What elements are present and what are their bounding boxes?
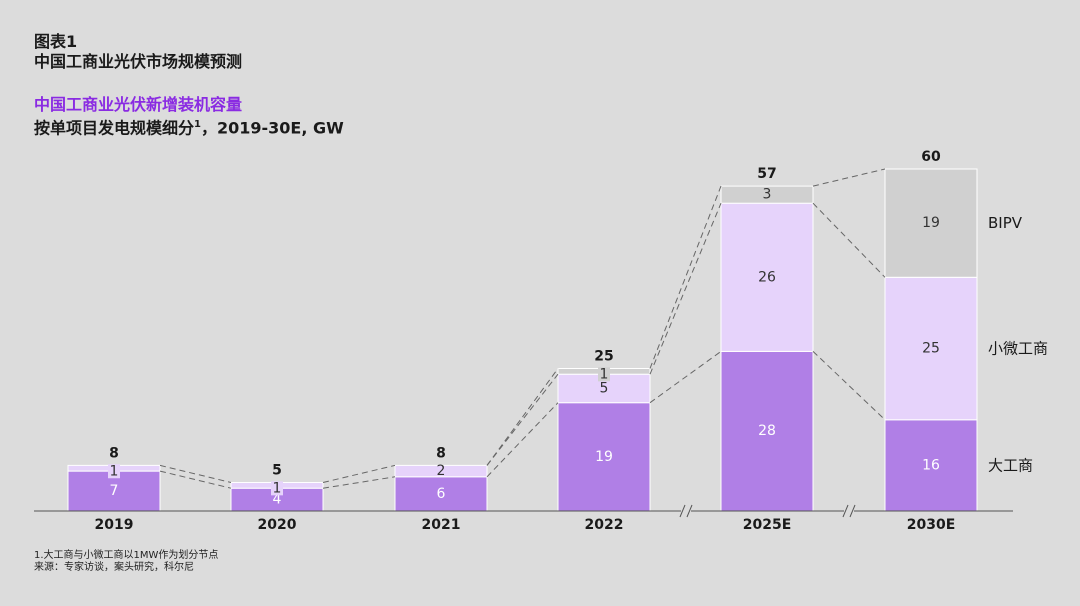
total-label-2030E: 60 — [921, 149, 941, 165]
chart-subtitle: 按单项目发电规模细分1，2019-30E, GW — [34, 115, 344, 138]
connector-line — [486, 373, 559, 466]
connector-line — [812, 202, 886, 278]
legend-label-2: BIPV — [988, 214, 1023, 232]
footnote-note: 1.大工商与小微工商以1MW作为划分节点 — [34, 550, 219, 561]
connector-line — [812, 351, 886, 421]
x-tick-label-2025E: 2025E — [743, 517, 792, 533]
connector-line — [159, 464, 232, 483]
bar-segment-2022-0 — [557, 402, 651, 512]
axis-break-mark — [686, 504, 693, 518]
total-label-2025E: 57 — [757, 166, 776, 182]
total-label-2022: 25 — [594, 349, 613, 365]
value-label-2022-0: 19 — [595, 449, 613, 465]
connector-line — [322, 464, 396, 483]
value-label-2030E-2: 19 — [922, 215, 940, 231]
bar-segment-2030E-0 — [884, 419, 978, 512]
figure-label: 图表1 — [34, 32, 78, 51]
connector-line — [812, 168, 886, 187]
bar-segment-2025E-0 — [720, 350, 814, 512]
footnote-source: 来源：专家访谈，案头研究，科尔尼 — [34, 562, 194, 573]
legend-label-1: 小微工商 — [988, 340, 1048, 358]
connector-line — [486, 402, 559, 478]
x-tick-label-2030E: 2030E — [907, 517, 956, 533]
value-label-2030E-0: 16 — [922, 457, 940, 473]
x-tick-label-2020: 2020 — [258, 517, 297, 533]
value-label-bg — [108, 464, 120, 479]
value-label-bg — [598, 367, 610, 382]
chart-title: 中国工商业光伏新增装机容量 — [34, 95, 243, 114]
figure-title: 中国工商业光伏市场规模预测 — [34, 52, 243, 71]
value-label-2021-0: 6 — [437, 486, 446, 502]
total-label-2020: 5 — [272, 463, 282, 479]
total-label-2021: 8 — [436, 445, 446, 461]
subtitle-main: 按单项目发电规模细分 — [34, 118, 195, 138]
legend-label-0: 大工商 — [988, 456, 1033, 474]
connector-line — [649, 203, 722, 375]
value-label-2022-1: 5 — [600, 380, 609, 396]
x-tick-label-2019: 2019 — [95, 517, 134, 533]
axis-break-gap — [681, 505, 691, 517]
value-label-2019-1: 1 — [110, 463, 119, 479]
x-tick-label-2021: 2021 — [422, 517, 461, 533]
axis-break-mark — [842, 504, 849, 518]
connector-line — [159, 470, 232, 489]
bar-segment-2030E-1 — [884, 276, 978, 421]
value-label-2025E-2: 3 — [763, 187, 772, 203]
connector-line — [649, 350, 722, 404]
value-label-2025E-0: 28 — [758, 423, 776, 439]
subtitle-tail: ，2019-30E, GW — [200, 118, 344, 138]
bar-segment-2025E-1 — [720, 202, 814, 352]
bar-segment-2021-0 — [394, 476, 488, 512]
subtitle-footnote-marker: 1 — [194, 119, 201, 130]
value-label-2019-0: 7 — [110, 483, 119, 499]
value-label-2030E-1: 25 — [922, 341, 940, 357]
bar-segment-2025E-2 — [720, 185, 814, 204]
x-tick-label-2022: 2022 — [585, 517, 624, 533]
axis-break-gap — [844, 505, 854, 517]
value-label-2021-1: 2 — [437, 463, 446, 479]
axis-break-mark — [679, 504, 686, 518]
connector-line — [486, 368, 559, 466]
value-label-2020-0: 4 — [273, 492, 282, 508]
value-label-2025E-1: 26 — [758, 269, 776, 285]
axis-break-mark — [849, 504, 856, 518]
value-label-2022-2: 1 — [600, 366, 609, 382]
value-label-2020-1: 1 — [273, 480, 282, 496]
connector-line — [649, 185, 722, 369]
total-label-2019: 8 — [109, 445, 119, 461]
connector-line — [322, 476, 396, 489]
bar-segment-2021-1 — [394, 464, 488, 478]
bar-segment-2030E-2 — [884, 168, 978, 278]
value-label-bg — [271, 481, 283, 496]
